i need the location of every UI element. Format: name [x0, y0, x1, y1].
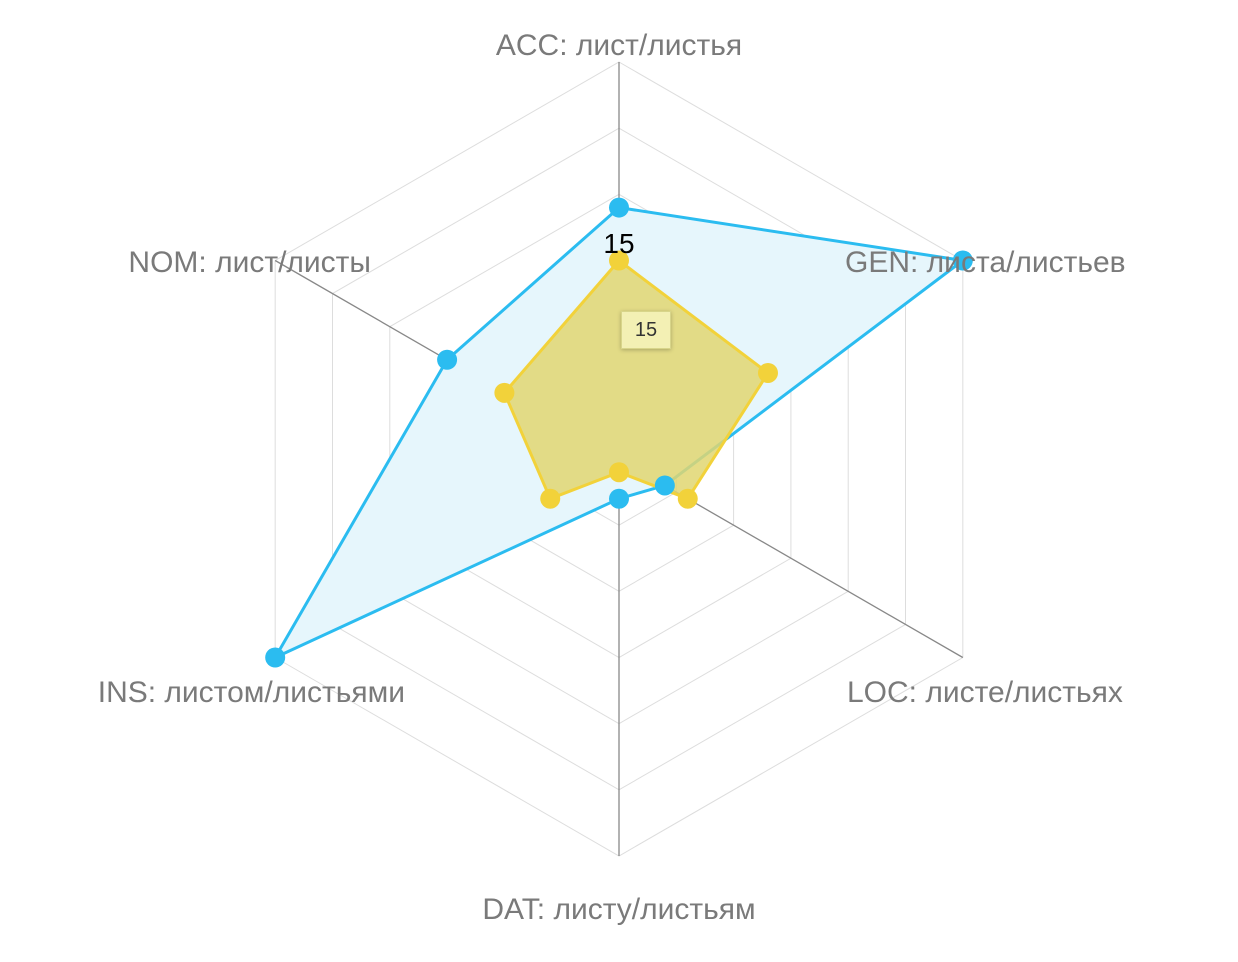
axis-label: INS: листом/листьями [98, 676, 405, 709]
data-point[interactable] [654, 475, 675, 496]
axis-value-label: 15 [603, 228, 634, 259]
data-point[interactable] [609, 488, 629, 509]
data-point[interactable] [609, 197, 629, 218]
data-point[interactable] [609, 250, 629, 271]
data-point[interactable] [540, 488, 561, 509]
radar-labels: ACC: лист/листья GEN: листа/листьев LOC: л… [98, 29, 1126, 926]
data-point[interactable] [437, 349, 458, 370]
axis-label: ACC: лист/листья [496, 29, 742, 62]
data-point[interactable] [677, 488, 698, 509]
data-point[interactable] [757, 362, 778, 383]
radar-series [265, 197, 973, 668]
data-point[interactable] [494, 382, 515, 403]
axis-label: GEN: листа/листьев [845, 246, 1126, 279]
axis-label: NOM: лист/листы [128, 246, 371, 279]
axis-label: DAT: листу/листьям [482, 893, 755, 926]
data-point[interactable] [609, 462, 629, 483]
data-point[interactable] [265, 647, 286, 668]
value-tooltip: 15 [621, 311, 671, 349]
data-point[interactable] [952, 250, 973, 271]
axis-label: LOC: листе/листьях [847, 676, 1123, 709]
